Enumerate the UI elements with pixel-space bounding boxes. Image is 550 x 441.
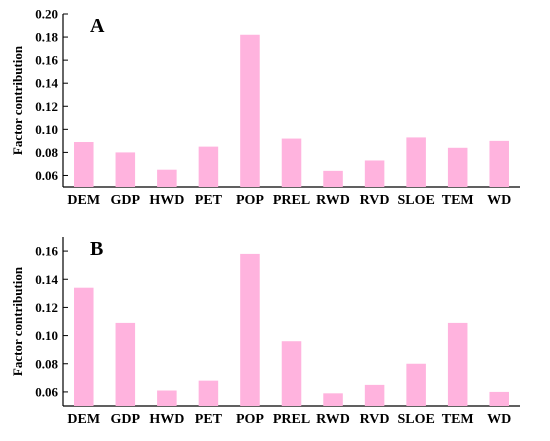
y-tick-label: 0.10 <box>35 328 58 343</box>
x-tick-label: RWD <box>316 193 350 208</box>
y-tick-label: 0.12 <box>35 300 58 315</box>
bar-pet <box>198 380 219 406</box>
x-tick-label: POP <box>236 412 264 427</box>
x-tick-label: RWD <box>316 412 350 427</box>
y-tick-label: 0.06 <box>35 168 58 183</box>
bar-prel <box>281 138 302 187</box>
x-tick-label: GDP <box>111 193 141 208</box>
x-tick-label: RVD <box>360 193 390 208</box>
x-tick-label: POP <box>236 193 264 208</box>
x-tick-label: SLOE <box>397 412 434 427</box>
y-tick-label: 0.08 <box>35 356 58 371</box>
x-tick-label: TEM <box>442 193 474 208</box>
bar-sloe <box>406 137 426 187</box>
x-tick-label: GDP <box>111 412 141 427</box>
x-tick-label: DEM <box>67 193 100 208</box>
x-tick-label: WD <box>487 193 511 208</box>
x-tick-label: PREL <box>273 193 310 208</box>
y-tick-label: 0.14 <box>35 76 58 91</box>
bar-hwd <box>157 169 177 187</box>
bar-rvd <box>364 384 385 407</box>
bar-prel <box>281 341 302 406</box>
panel-label: A <box>90 15 105 37</box>
x-tick-label: SLOE <box>397 193 434 208</box>
bar-tem <box>447 147 468 187</box>
x-tick-label: HWD <box>149 193 184 208</box>
bar-wd <box>489 140 509 187</box>
y-tick-label: 0.16 <box>35 53 58 68</box>
x-tick-label: HWD <box>149 412 184 427</box>
y-tick-label: 0.18 <box>35 30 58 45</box>
bar-rwd <box>323 393 343 406</box>
bar-rvd <box>364 160 385 187</box>
y-tick-label: 0.10 <box>35 122 58 137</box>
y-tick-label: 0.12 <box>35 99 58 114</box>
y-axis-label: Factor contribution <box>10 45 25 155</box>
y-tick-label: 0.14 <box>35 272 58 287</box>
panel-label: B <box>90 238 103 260</box>
chart-panel-b: 0.06 0.08 0.10 0.12 0.14 0.16 DEM GDP HWD PET POP P… <box>10 237 520 427</box>
bar-pet <box>198 146 219 187</box>
x-tick-label: TEM <box>442 412 474 427</box>
bar-gdp <box>115 322 136 406</box>
y-axis-label: Factor contribution <box>10 266 25 376</box>
bar-wd <box>489 391 509 406</box>
bar-dem <box>74 142 94 187</box>
bar-dem <box>74 287 94 406</box>
y-tick-label: 0.08 <box>35 145 58 160</box>
bar-pop <box>240 253 260 406</box>
bar-tem <box>447 322 468 406</box>
x-tick-label: PET <box>195 193 223 208</box>
bar-rwd <box>323 170 343 187</box>
bar-sloe <box>406 363 426 406</box>
y-tick-label: 0.06 <box>35 384 58 399</box>
bar-gdp <box>115 152 136 187</box>
x-tick-label: RVD <box>360 412 390 427</box>
chart-panel-a: 0.06 0.08 0.10 0.12 0.14 0.16 0.18 0.20 DEM GDP HW… <box>10 7 520 208</box>
bar-hwd <box>157 390 177 406</box>
bar-pop <box>240 34 260 188</box>
x-tick-label: DEM <box>67 412 100 427</box>
y-tick-label: 0.16 <box>35 244 58 259</box>
y-tick-label: 0.20 <box>35 7 58 22</box>
x-tick-label: PET <box>195 412 223 427</box>
x-tick-label: WD <box>487 412 511 427</box>
x-tick-label: PREL <box>273 412 310 427</box>
